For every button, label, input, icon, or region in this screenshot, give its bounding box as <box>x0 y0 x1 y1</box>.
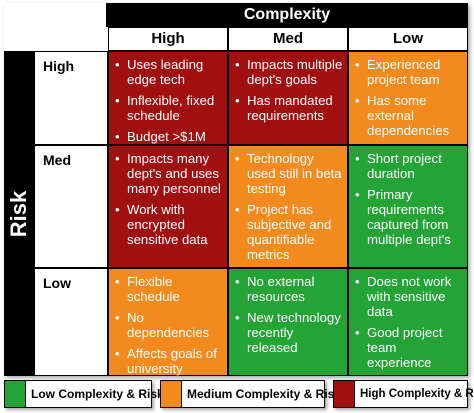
cell-bullet-item: Impacts multiple dept's goals <box>235 57 343 87</box>
cell-bullet-item: Does not work with sensitive data <box>355 274 463 319</box>
legend-medium: Medium Complexity & Risk <box>160 380 341 408</box>
cell-risk-med-complexity-low: Short project duration Primary requiremen… <box>348 145 468 268</box>
legend-high-label: High Complexity & Risk <box>360 388 474 400</box>
cell-bullet-list: No external resources New technology rece… <box>235 274 343 355</box>
cell-bullet-item: No external resources <box>235 274 343 304</box>
cell-bullet-item: New technology recently released <box>235 310 343 355</box>
legend-high: High Complexity & Risk <box>333 380 474 408</box>
cell-bullet-item: Project has subjective and quantifiable … <box>235 202 343 262</box>
cell-bullet-list: Flexible schedule No dependencies Affects … <box>115 274 223 376</box>
cell-risk-med-complexity-high: Impacts many dept's and uses many person… <box>108 145 228 268</box>
cell-bullet-list: Impacts multiple dept's goals Has mandate… <box>235 57 343 123</box>
legend-medium-label: Medium Complexity & Risk <box>187 387 342 401</box>
cell-bullet-item: Primary requirements captured from multi… <box>355 187 463 247</box>
cell-bullet-item: Affects goals of university <box>115 346 223 376</box>
cell-bullet-item: Uses leading edge tech <box>115 57 223 87</box>
cell-risk-low-complexity-high: Flexible schedule No dependencies Affects … <box>108 268 228 376</box>
cell-bullet-item: Good project team experience <box>355 325 463 370</box>
cell-risk-high-complexity-low: Experienced project team Has some externa… <box>348 51 468 145</box>
risk-header: Risk <box>4 51 34 376</box>
column-header-med: Med <box>228 27 348 51</box>
cell-bullet-list: Experienced project team Has some externa… <box>355 57 463 138</box>
legend-medium-swatch <box>161 381 182 407</box>
column-header-high: High <box>108 27 228 51</box>
cell-bullet-list: Technology used still in beta testing Pro… <box>235 151 343 262</box>
cell-risk-low-complexity-low: Does not work with sensitive data Good pr… <box>348 268 468 376</box>
row-header-high: High <box>34 51 108 145</box>
cell-bullet-item: Work with encrypted sensitive data <box>115 202 223 247</box>
cell-bullet-item: Has some external dependencies <box>355 93 463 138</box>
cell-bullet-list: Impacts many dept's and uses many person… <box>115 151 223 247</box>
cell-bullet-item: Inflexible, fixed schedule <box>115 93 223 123</box>
cell-risk-high-complexity-med: Impacts multiple dept's goals Has mandate… <box>228 51 348 145</box>
cell-bullet-item: Short project duration <box>355 151 463 181</box>
cell-bullet-item: Impacts many dept's and uses many person… <box>115 151 223 196</box>
cell-bullet-item: Technology used still in beta testing <box>235 151 343 196</box>
legend-low: Low Complexity & Risk <box>4 380 164 408</box>
row-header-med: Med <box>34 145 108 268</box>
cell-risk-high-complexity-high: Uses leading edge tech Inflexible, fixed … <box>108 51 228 145</box>
cell-bullet-item: Experienced project team <box>355 57 463 87</box>
cell-bullet-item: No dependencies <box>115 310 223 340</box>
legend-low-label: Low Complexity & Risk <box>31 387 164 401</box>
legend-low-swatch <box>5 381 26 407</box>
column-header-low: Low <box>348 27 468 51</box>
legend-high-swatch <box>334 381 355 407</box>
row-header-low: Low <box>34 268 108 376</box>
cell-bullet-item: Budget >$1M <box>115 129 223 144</box>
cell-bullet-item: Has mandated requirements <box>235 93 343 123</box>
cell-bullet-list: Uses leading edge tech Inflexible, fixed … <box>115 57 223 144</box>
complexity-header: Complexity <box>106 3 468 27</box>
cell-bullet-item: Flexible schedule <box>115 274 223 304</box>
cell-risk-med-complexity-med: Technology used still in beta testing Pro… <box>228 145 348 268</box>
cell-bullet-list: Does not work with sensitive data Good pr… <box>355 274 463 370</box>
cell-risk-low-complexity-med: No external resources New technology rece… <box>228 268 348 376</box>
risk-label: Risk <box>6 190 31 237</box>
cell-bullet-list: Short project duration Primary requiremen… <box>355 151 463 247</box>
